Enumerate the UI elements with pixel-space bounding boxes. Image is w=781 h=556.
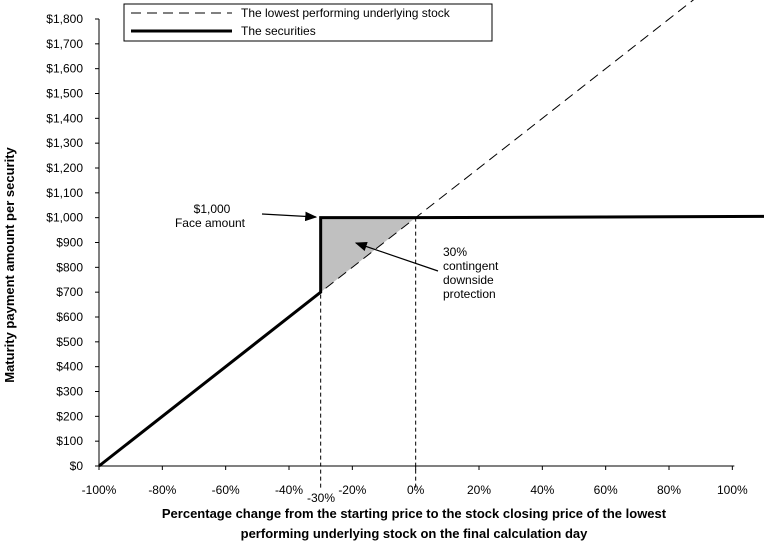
y-tick-label: $1,000 (46, 211, 83, 225)
x-tick-label: 80% (657, 483, 681, 497)
protection-arrow (354, 241, 439, 272)
x-tick-label: -40% (275, 483, 303, 497)
y-tick-label: $0 (70, 459, 84, 473)
y-tick-label: $1,600 (46, 62, 83, 76)
y-tick-label: $1,200 (46, 161, 83, 175)
x-tick-label: -20% (338, 483, 366, 497)
y-tick-label: $1,400 (46, 111, 83, 125)
face-amount-arrow (261, 211, 318, 222)
legend-label-lowest-stock: The lowest performing underlying stock (241, 6, 451, 20)
x-tick-label: 0% (407, 483, 425, 497)
protection-label-line-4: protection (443, 287, 496, 301)
legend-box (123, 3, 493, 42)
x-tick-label: -80% (148, 483, 176, 497)
y-tick-label: $1,800 (46, 12, 83, 26)
y-tick-label: $700 (56, 285, 83, 299)
y-tick-label: $200 (56, 409, 83, 423)
y-tick-label: $1,500 (46, 87, 83, 101)
legend-label-securities: The securities (241, 24, 316, 38)
y-tick-label: $600 (56, 310, 83, 324)
series-line-lowest-stock (98, 0, 695, 467)
y-tick-label: $100 (56, 434, 83, 448)
y-tick-label: $1,700 (46, 37, 83, 51)
protection-label-line-3: downside (443, 273, 494, 287)
minus-30-label: -30% (307, 491, 335, 505)
y-tick-label: $300 (56, 385, 83, 399)
x-tick-label: -60% (212, 483, 240, 497)
y-tick-label: $1,300 (46, 136, 83, 150)
x-tick-label: 20% (467, 483, 491, 497)
y-axis-label: Maturity payment amount per security (2, 146, 17, 382)
x-tick-label: -100% (82, 483, 117, 497)
protection-label-line-1: 30% (443, 245, 467, 259)
y-tick-label: $800 (56, 260, 83, 274)
y-tick-label: $1,100 (46, 186, 83, 200)
protection-label-line-2: contingent (443, 259, 499, 273)
face-amount-label-line-1: $1,000 (194, 202, 231, 216)
x-axis-label-line-2: performing underlying stock on the final… (241, 526, 588, 541)
x-tick-label: 40% (530, 483, 554, 497)
y-tick-label: $400 (56, 360, 83, 374)
x-tick-label: 60% (594, 483, 618, 497)
x-axis-label-line-1: Percentage change from the starting pric… (162, 506, 667, 521)
face-amount-label-line-2: Face amount (175, 216, 246, 230)
x-tick-label: 100% (717, 483, 748, 497)
y-tick-label: $500 (56, 335, 83, 349)
y-tick-label: $900 (56, 236, 83, 250)
series-line-securities (98, 214, 765, 468)
